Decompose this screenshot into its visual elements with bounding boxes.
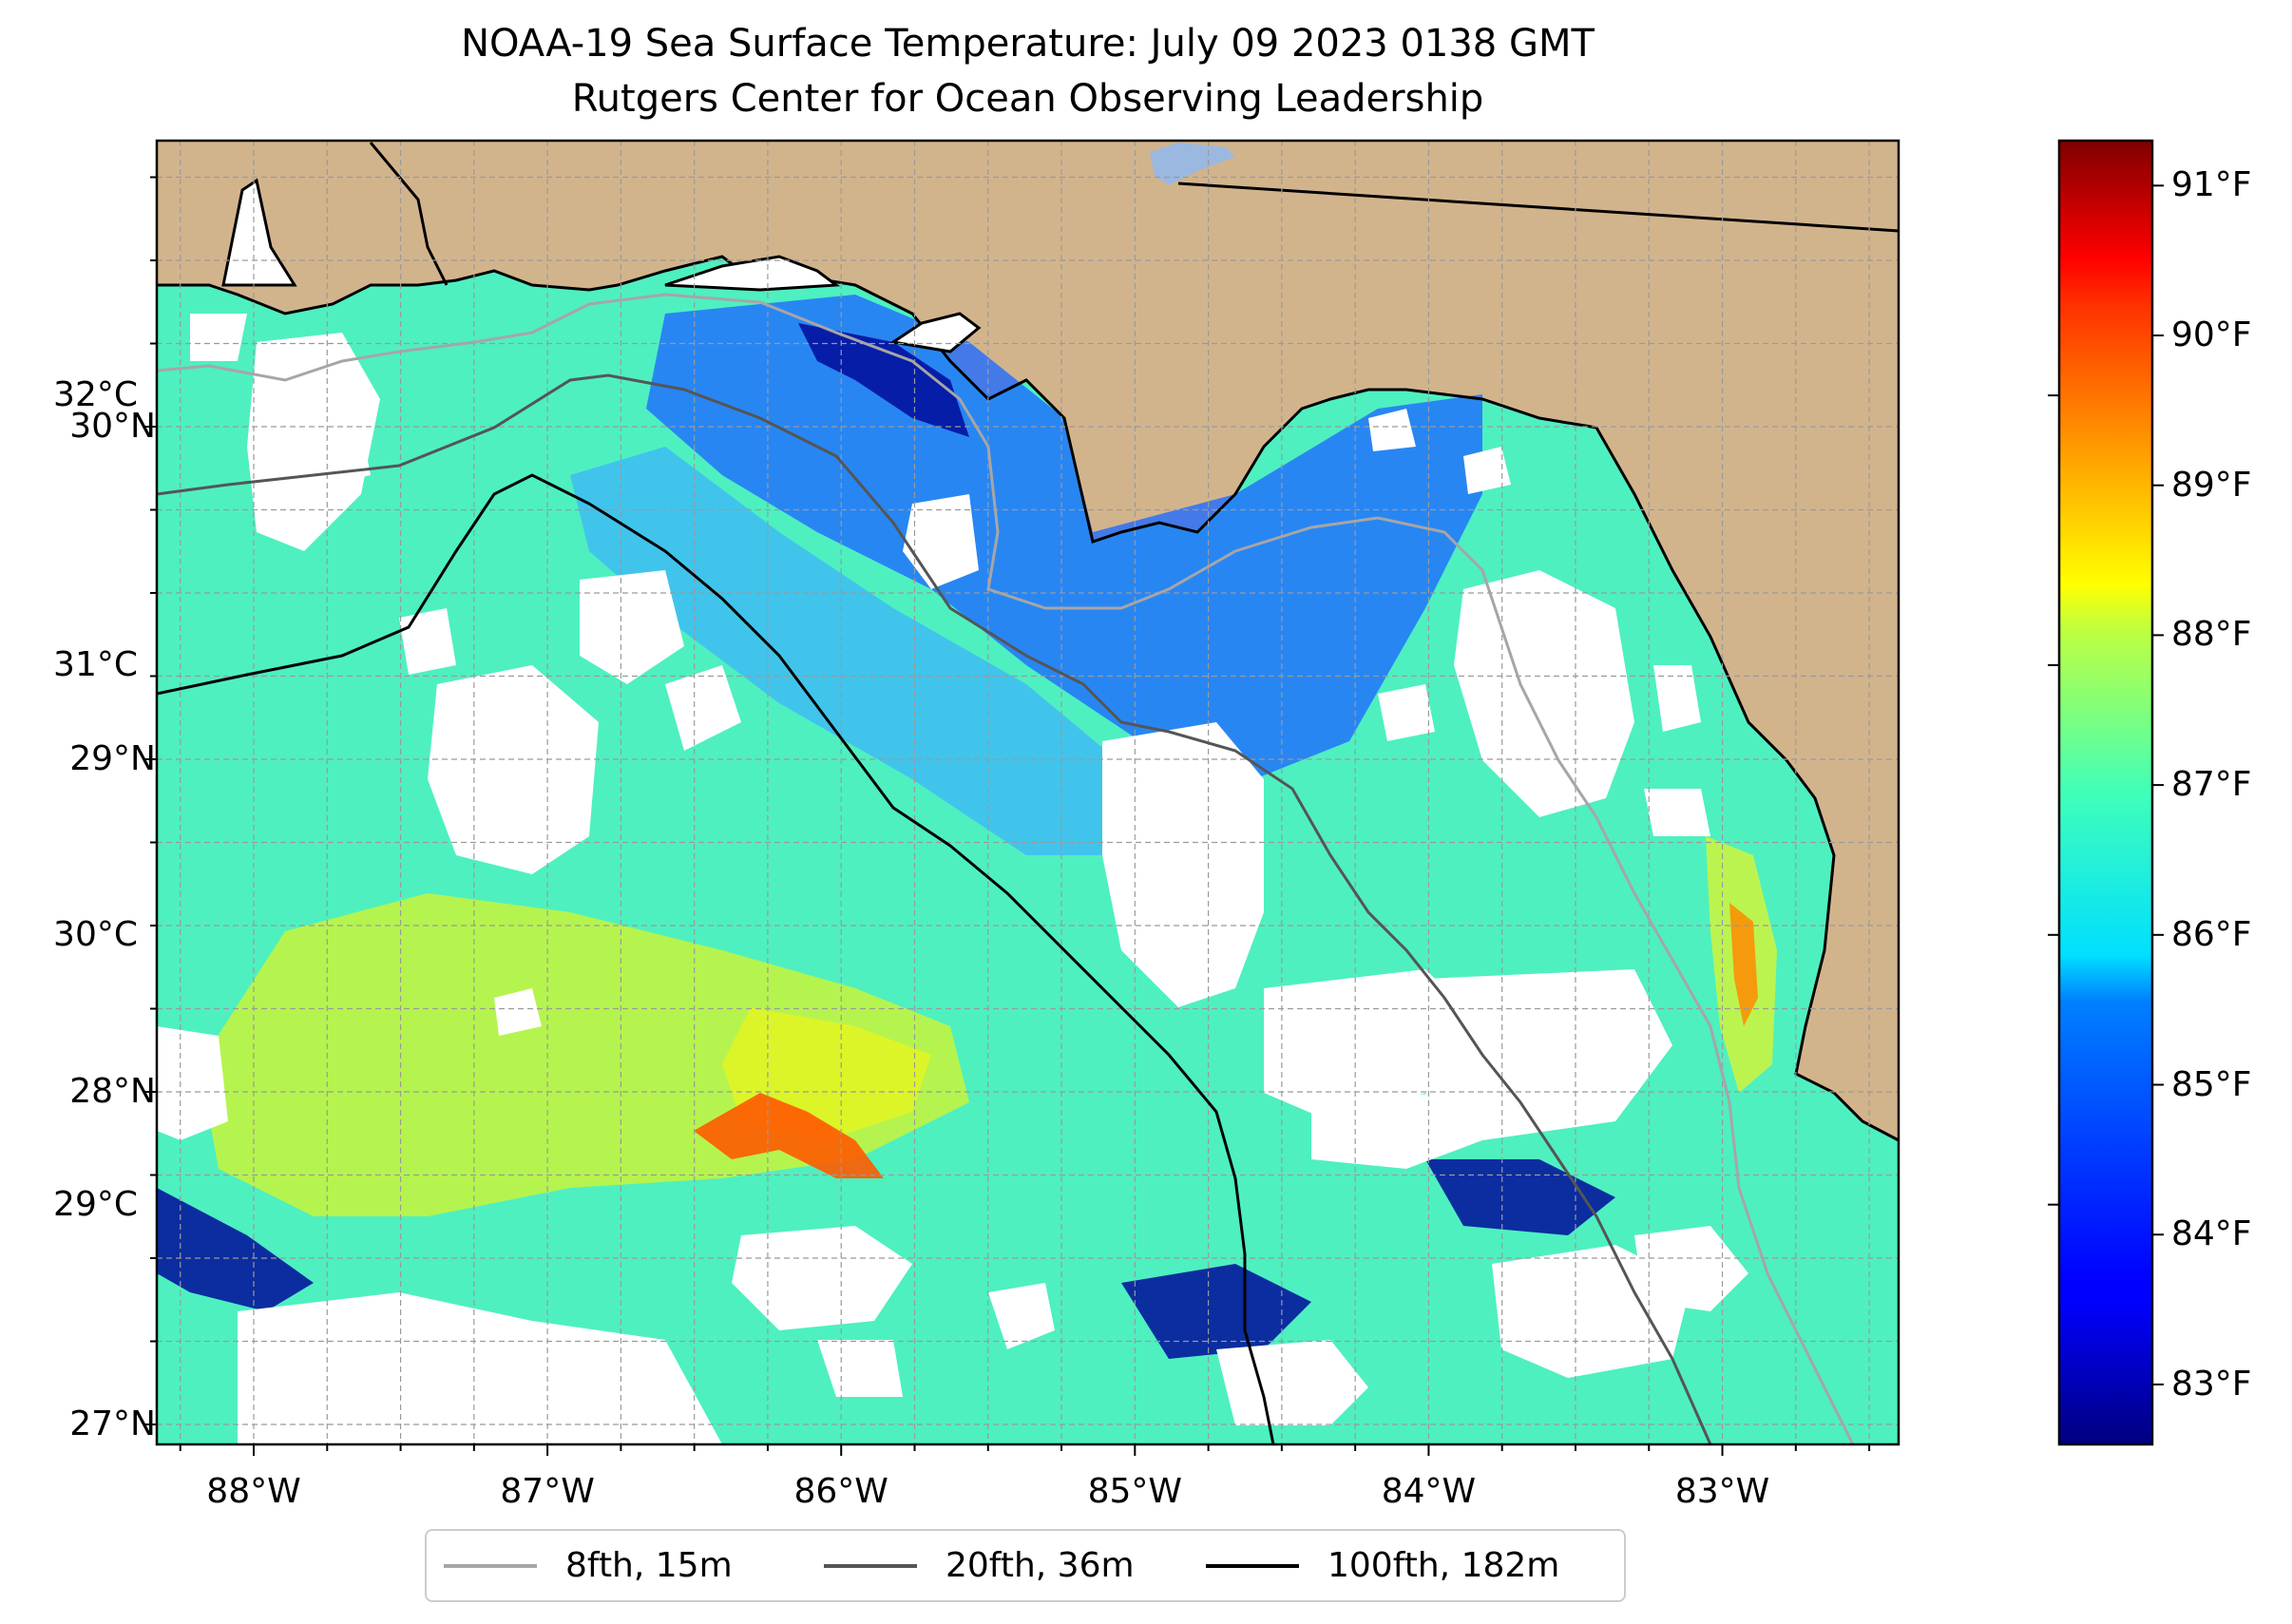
colorbar-f-label: 86°F: [2171, 914, 2252, 954]
longitude-label: 87°W: [500, 1472, 595, 1511]
colorbar-c-label: 31°C: [53, 644, 138, 684]
colorbar-f-label: 88°F: [2171, 615, 2252, 655]
cool-band: [646, 295, 1482, 779]
longitude-label: 85°W: [1087, 1472, 1183, 1511]
colorbar-f-label: 84°F: [2171, 1214, 2252, 1254]
colorbar: [2057, 139, 2154, 1446]
cloud-mask: [1311, 1093, 1482, 1169]
hot-spot: [1729, 903, 1758, 1026]
longitude-label: 84°W: [1381, 1472, 1477, 1511]
colorbar-f-label: 89°F: [2171, 465, 2252, 505]
map-frame: [155, 139, 1900, 1446]
colorbar-f-label: 87°F: [2171, 765, 2252, 805]
latitude-label: 29°N: [69, 739, 156, 778]
cloud-mask: [157, 1026, 228, 1140]
colorbar-f-label: 85°F: [2171, 1064, 2252, 1104]
coastline: [157, 255, 1899, 1142]
cold-edge: [1425, 1159, 1615, 1235]
cold-edge: [157, 1188, 314, 1311]
contour-20fth: [157, 373, 1712, 1444]
legend-label-8fth: 8fth, 15m: [565, 1545, 733, 1585]
cloud-mask: [428, 665, 599, 874]
cloud-mask: [817, 1340, 903, 1397]
latitude-label: 28°N: [69, 1072, 156, 1111]
latitude-label: 27°N: [69, 1404, 156, 1443]
longitude-label: 88°W: [206, 1472, 301, 1511]
cloud-mask: [399, 608, 456, 675]
legend-item-20fth: 20fth, 36m: [824, 1531, 1135, 1600]
cloud-mask: [580, 570, 684, 684]
contour-legend: 8fth, 15m 20fth, 36m 100fth, 182m: [425, 1529, 1626, 1602]
map-title: NOAA-19 Sea Surface Temperature: July 09…: [461, 22, 1595, 66]
cloud-mask: [314, 428, 371, 485]
legend-item-100fth: 100fth, 182m: [1206, 1531, 1559, 1600]
contour-8fth: [157, 293, 1855, 1444]
cloud-mask: [1644, 789, 1710, 836]
colorbar-c-label: 29°C: [53, 1184, 138, 1224]
hot-spot: [694, 1093, 884, 1178]
cloud-mask: [238, 1292, 722, 1444]
cloud-mask: [1102, 722, 1264, 1007]
map-area: [157, 141, 1899, 1444]
legend-line-20fth: [824, 1563, 917, 1568]
colorbar-f-label: 83°F: [2171, 1364, 2252, 1404]
cold-edge: [1121, 1264, 1311, 1359]
longitude-label: 83°W: [1674, 1472, 1770, 1511]
cloud-mask: [247, 333, 380, 551]
colorbar-c-label: 32°C: [53, 375, 138, 415]
cloud-mask: [665, 665, 741, 751]
colorbar-c-label: 30°C: [53, 914, 138, 954]
map-tick-marks: [145, 176, 1871, 1456]
cloud-mask: [494, 988, 542, 1036]
cool-band: [570, 447, 1140, 855]
state-border: [1177, 182, 1899, 233]
legend-line-100fth: [1206, 1563, 1299, 1568]
cloud-mask: [1368, 409, 1416, 451]
cloud-mask: [1463, 447, 1511, 494]
longitude-label: 86°W: [793, 1472, 888, 1511]
cloud-mask: [1378, 684, 1435, 741]
colorbar-f-label: 90°F: [2171, 315, 2252, 354]
state-border: [369, 142, 449, 286]
bay-inlet: [664, 255, 841, 292]
legend-line-8fth: [444, 1563, 537, 1568]
cloud-mask-group: [157, 314, 1748, 1444]
contour-100fth: [157, 473, 1275, 1444]
cloud-mask: [1653, 665, 1701, 732]
lake: [1150, 143, 1235, 185]
cloud-mask: [1425, 969, 1672, 1140]
legend-item-8fth: 8fth, 15m: [444, 1531, 733, 1600]
map-subtitle: Rutgers Center for Ocean Observing Leade…: [571, 77, 1484, 121]
cloud-mask: [732, 1226, 912, 1330]
legend-label-100fth: 100fth, 182m: [1327, 1545, 1560, 1585]
cloud-mask: [1454, 570, 1634, 817]
cloud-mask: [988, 1283, 1055, 1349]
cloud-mask: [1634, 1226, 1748, 1311]
colorbar-f-label: 91°F: [2171, 165, 2252, 205]
colorbar-tick-marks: [2048, 184, 2164, 1385]
cloud-mask: [190, 314, 247, 361]
gridlines: [157, 141, 1899, 1444]
bay-inlet: [221, 178, 297, 287]
latitude-label: 30°N: [69, 407, 156, 446]
legend-label-20fth: 20fth, 36m: [945, 1545, 1135, 1585]
